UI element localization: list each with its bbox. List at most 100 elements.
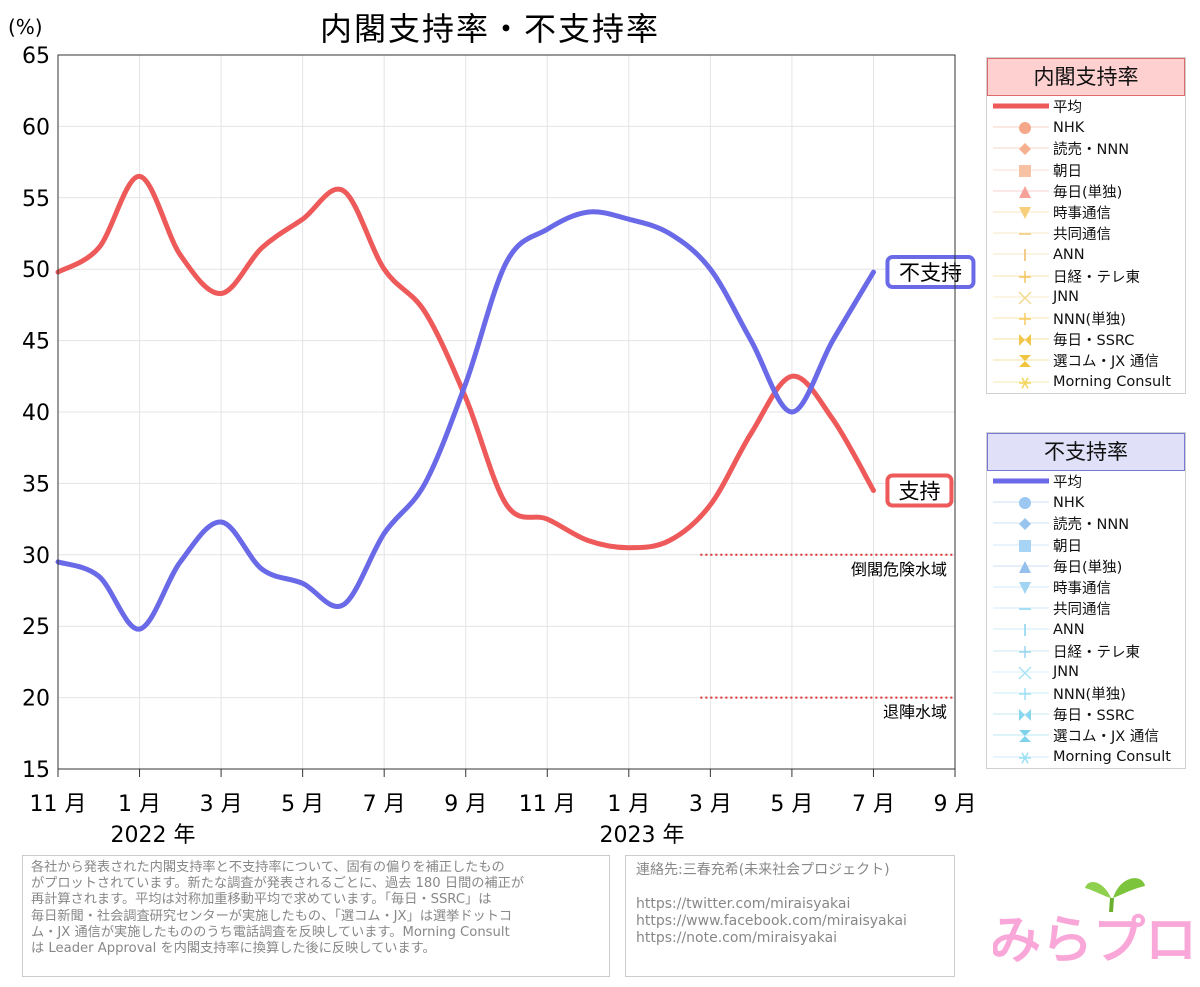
logo-leaf-right [1113,878,1145,898]
legend-symbol-box [993,666,1049,680]
legend-symbol-box [993,709,1049,722]
legend-item: NHK [987,492,1185,513]
legend-symbol [1019,730,1031,737]
legend-symbol [1025,334,1031,347]
legend-symbol [1019,539,1031,552]
legend-item-label: JNN [1053,289,1079,306]
series-oppose [55,209,876,632]
legend-item-label: ANN [1053,621,1085,638]
legend-item: ANN [987,619,1185,640]
x-tick-label: 5 月 [770,792,813,817]
contact-link-note[interactable]: https://note.com/miraisyakai [636,930,838,946]
legend-item: 読売・NNN [987,513,1185,534]
legend-symbol [1019,560,1031,573]
legend-item-label: 選コム・JX 通信 [1053,354,1159,371]
legend-item: ANN [987,244,1185,265]
legend-symbol [1019,185,1031,198]
legend-symbol-box [993,645,1049,658]
legend-item: 選コム・JX 通信 [987,725,1185,746]
contact-link-twitter[interactable]: https://twitter.com/miraisyakai [636,896,851,912]
legend-symbol [1019,143,1031,156]
legend-symbol [1019,334,1025,347]
legend-symbol [1019,361,1031,368]
legend-symbol-box [993,478,1049,484]
note-line: 再計算されます。平均は対称加重移動平均で求めています。「毎日・SSRC」は [31,892,492,908]
year-label: 2022 年 [111,823,196,848]
legend-item-label: 共同通信 [1053,602,1111,619]
legend-item: Morning Consult [987,371,1185,392]
legend-support-title: 内閣支持率 [987,58,1185,96]
grid [57,54,956,770]
legend-symbol [1019,736,1031,743]
legend-item: NNN(単独) [987,683,1185,704]
y-tick-label: 25 [22,615,50,640]
x-tick-label: 3 月 [689,792,732,817]
legend-symbol-box [993,751,1049,764]
series-end-label-box [885,473,954,508]
legend-item: 毎日・SSRC [987,704,1185,725]
x-tick-label: 1 月 [118,792,161,817]
y-tick-label: 30 [22,544,50,569]
approval-chart: 内閣支持率・不支持率 (%) 15 20 25 30 35 40 45 50 55 60 65 11… [8,10,977,848]
contact-label: 連絡先:三春充希(未来社会プロジェクト) [636,862,890,878]
legend-symbol-box [993,355,1049,368]
legend-symbol-box [993,730,1049,743]
y-axis-unit-label: (%) [8,15,43,39]
legend-item-label: 毎日・SSRC [1053,333,1135,350]
legend-symbol-box [993,143,1049,156]
plot-frame [57,54,956,770]
x-tick-label: 9 月 [934,792,977,817]
legend-symbol [1019,518,1031,531]
legend-oppose-items: 平均 NHK 読売・NNN 朝日 毎日(単独) 時事通信 共同通信 ANN 日経・テレ東 JNN N… [987,471,1185,768]
legend-item: 読売・NNN [987,138,1185,159]
mirapuro-logo: みらプロ [993,878,1193,973]
legend-support-items: 平均 NHK 読売・NNN 朝日 毎日(単独) 時事通信 共同通信 ANN 日経・テレ東 JNN N… [987,96,1185,393]
logo-leaf-left [1085,882,1111,898]
contact-link-facebook[interactable]: https://www.facebook.com/miraisyakai [636,913,907,929]
series-end-label: 不支持 [899,261,962,285]
logo-stem [1109,897,1114,913]
legend-item-label: 日経・テレ東 [1053,269,1140,286]
legend-oppose: 不支持率 平均 NHK 読売・NNN 朝日 毎日(単独) 時事通信 共同通信 ANN 日経・テレ… [986,432,1186,769]
legend-symbol [1021,751,1029,764]
legend-symbol-box [993,122,1049,135]
legend-item-label: ANN [1053,246,1085,263]
x-tick-label: 11 月 [519,792,576,817]
legend-symbol-box [993,164,1049,177]
legend-item: 朝日 [987,160,1185,181]
legend-item-label: NNN(単独) [1053,311,1126,328]
legend-symbol [1021,376,1029,389]
legend-symbol-box [993,185,1049,198]
note-line: は Leader Approval を内閣支持率に換算した後に反映しています。 [31,941,436,957]
legend-symbol [1019,582,1031,595]
legend-item-label: 日経・テレ東 [1053,644,1140,661]
legend-item-label: NHK [1053,494,1085,511]
x-tick-label: 7 月 [363,792,406,817]
legend-symbol-box [993,334,1049,347]
legend-item: 毎日(単独) [987,556,1185,577]
x-tick-label: 7 月 [852,792,895,817]
legend-symbol [1025,709,1031,722]
note-line: 毎日新聞・社会調査研究センターが実施したもの、「選コム・JX」は選挙ドットコ [31,908,513,924]
legend-symbol [1018,666,1032,680]
threshold-label: 退陣水域 [883,703,947,722]
legend-symbol-box [993,687,1049,700]
legend-item-label: 選コム・JX 通信 [1053,729,1159,746]
legend-item: 日経・テレ東 [987,266,1185,287]
legend-symbol [1019,497,1031,510]
legend-symbol [1019,709,1025,722]
y-tick-label: 35 [22,472,50,497]
legend-symbol-box [993,582,1049,595]
legend-item: JNN [987,287,1185,308]
legend-item-label: 毎日(単独) [1053,559,1123,576]
legend-support: 内閣支持率 平均 NHK 読売・NNN 朝日 毎日(単独) 時事通信 共同通信 ANN 日経・テ… [986,57,1186,394]
legend-item-label: 朝日 [1053,538,1082,555]
x-tick-label: 11 月 [30,792,87,817]
legend-symbol [1019,207,1031,220]
legend-symbol [1019,355,1031,362]
legend-item: 朝日 [987,535,1185,556]
legend-symbol-box [993,249,1049,262]
legend-symbol-box [993,539,1049,552]
series-end-label-box [885,255,976,290]
